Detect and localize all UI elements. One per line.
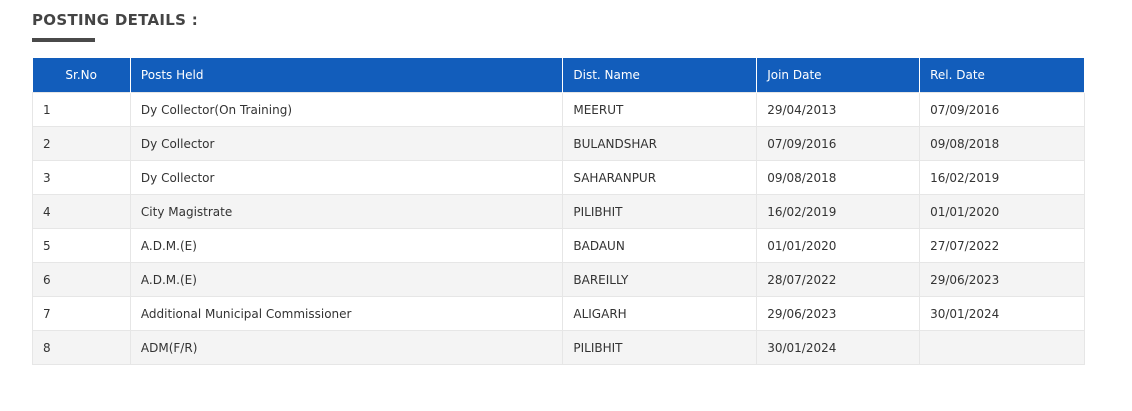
table-row: 3 Dy Collector SAHARANPUR 09/08/2018 16/02/2… <box>32 160 1085 195</box>
table-cell: MEERUT <box>562 92 758 127</box>
table-cell: 29/06/2023 <box>919 262 1085 297</box>
table-cell: BADAUN <box>562 228 758 263</box>
column-header: Join Date <box>756 58 921 93</box>
table-cell: 07/09/2016 <box>756 126 921 161</box>
table-cell: 30/01/2024 <box>756 330 921 365</box>
posting-details-table: Sr.No Posts Held Dist. Name Join Date Rel. D… <box>32 58 1085 365</box>
table-cell: 4 <box>32 194 131 229</box>
table-cell: 01/01/2020 <box>756 228 921 263</box>
table-row: 6 A.D.M.(E) BAREILLY 28/07/2022 29/06/2023 <box>32 262 1085 297</box>
table-cell: 8 <box>32 330 131 365</box>
table-row: 1 Dy Collector(On Training) MEERUT 29/04/20… <box>32 92 1085 127</box>
table-row: 2 Dy Collector BULANDSHAR 07/09/2016 09/08/2… <box>32 126 1085 161</box>
table-cell: 3 <box>32 160 131 195</box>
table-cell: BULANDSHAR <box>562 126 758 161</box>
table-cell: 07/09/2016 <box>919 92 1085 127</box>
table-cell: 16/02/2019 <box>919 160 1085 195</box>
table-cell: 27/07/2022 <box>919 228 1085 263</box>
table-cell: 09/08/2018 <box>756 160 921 195</box>
table-cell: 29/04/2013 <box>756 92 921 127</box>
table-cell: A.D.M.(E) <box>129 262 564 297</box>
table-cell <box>919 330 1085 365</box>
table-cell: Dy Collector <box>129 160 564 195</box>
table-row: 7 Additional Municipal Commissioner ALIGAR… <box>32 296 1085 331</box>
column-header: Rel. Date <box>919 58 1085 93</box>
table-cell: PILIBHIT <box>562 194 758 229</box>
column-header: Sr.No <box>32 58 131 93</box>
table-cell: SAHARANPUR <box>562 160 758 195</box>
table-row: 5 A.D.M.(E) BADAUN 01/01/2020 27/07/2022 <box>32 228 1085 263</box>
table-cell: BAREILLY <box>562 262 758 297</box>
table-cell: 01/01/2020 <box>919 194 1085 229</box>
table-cell: PILIBHIT <box>562 330 758 365</box>
section-title: POSTING DETAILS : <box>32 11 199 29</box>
table-cell: Dy Collector <box>129 126 564 161</box>
column-header: Dist. Name <box>562 58 758 93</box>
table-cell: 1 <box>32 92 131 127</box>
table-cell: Additional Municipal Commissioner <box>129 296 564 331</box>
table-cell: A.D.M.(E) <box>129 228 564 263</box>
table-cell: 30/01/2024 <box>919 296 1085 331</box>
table-row: 4 City Magistrate PILIBHIT 16/02/2019 01/01/… <box>32 194 1085 229</box>
table-cell: 2 <box>32 126 131 161</box>
table-cell: City Magistrate <box>129 194 564 229</box>
table-row: 8 ADM(F/R) PILIBHIT 30/01/2024 <box>32 330 1085 365</box>
table-header-row: Sr.No Posts Held Dist. Name Join Date Rel. D… <box>32 58 1085 93</box>
table-cell: 6 <box>32 262 131 297</box>
table-cell: 5 <box>32 228 131 263</box>
table-cell: Dy Collector(On Training) <box>129 92 564 127</box>
table-cell: ADM(F/R) <box>129 330 564 365</box>
table-cell: 7 <box>32 296 131 331</box>
column-header: Posts Held <box>130 58 564 93</box>
title-underline <box>32 38 95 42</box>
table-cell: 16/02/2019 <box>756 194 921 229</box>
table-cell: 28/07/2022 <box>756 262 921 297</box>
table-cell: 29/06/2023 <box>756 296 921 331</box>
table-cell: ALIGARH <box>562 296 758 331</box>
table-cell: 09/08/2018 <box>919 126 1085 161</box>
